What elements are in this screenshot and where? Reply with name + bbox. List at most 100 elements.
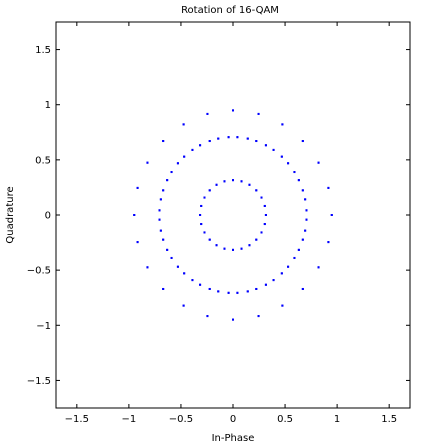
- scatter-point: [146, 266, 149, 269]
- scatter-point: [246, 290, 249, 293]
- x-axis-label: In-Phase: [212, 433, 255, 444]
- scatter-point: [280, 155, 283, 158]
- plot-frame: [55, 21, 411, 409]
- scatter-point: [136, 241, 139, 244]
- x-tick-label: 1: [334, 414, 340, 425]
- scatter-point: [166, 179, 169, 182]
- scatter-point: [305, 209, 308, 212]
- scatter-point: [200, 223, 203, 226]
- scatter-point: [263, 223, 266, 226]
- data-points: [133, 109, 333, 321]
- scatter-point: [159, 229, 162, 232]
- y-axis-label: Quadrature: [5, 186, 16, 243]
- scatter-point: [304, 198, 307, 201]
- scatter-point: [158, 209, 161, 212]
- scatter-point: [217, 290, 220, 293]
- scatter-point: [170, 256, 173, 259]
- scatter-point: [170, 171, 173, 174]
- x-tick-label: −0.5: [169, 414, 193, 425]
- y-tick-label: −0.5: [27, 266, 51, 277]
- scatter-point: [191, 148, 194, 151]
- scatter-point: [199, 214, 202, 216]
- y-tick-label: 0.5: [35, 155, 51, 166]
- scatter-point: [264, 214, 267, 216]
- scatter-point: [255, 287, 258, 290]
- x-tick-label: −1.5: [65, 414, 89, 425]
- scatter-point: [236, 291, 239, 294]
- scatter-point: [305, 218, 308, 221]
- scatter-point: [146, 161, 149, 164]
- scatter-point: [317, 161, 320, 164]
- scatter-point: [162, 189, 165, 192]
- scatter-point: [297, 179, 300, 182]
- scatter-point: [297, 248, 300, 251]
- scatter-point: [330, 214, 333, 216]
- scatter-point: [200, 204, 203, 207]
- scatter-point: [133, 214, 136, 216]
- scatter-point: [255, 238, 258, 241]
- scatter-point: [217, 137, 220, 140]
- scatter-point: [183, 155, 186, 158]
- scatter-point: [301, 189, 304, 192]
- scatter-point: [287, 162, 290, 165]
- scatter-point: [257, 112, 260, 115]
- scatter-point: [232, 179, 234, 182]
- scatter-point: [263, 204, 266, 207]
- scatter-point: [166, 248, 169, 251]
- scatter-point: [223, 247, 226, 250]
- scatter-point: [162, 140, 165, 143]
- scatter-point: [223, 180, 226, 183]
- x-tick-label: 0: [230, 414, 236, 425]
- scatter-point: [227, 136, 230, 139]
- scatter-point: [281, 123, 284, 126]
- scatter-point: [287, 265, 290, 268]
- scatter-point: [232, 318, 234, 321]
- scatter-point: [203, 231, 206, 234]
- scatter-point: [208, 238, 211, 241]
- scatter-point: [301, 140, 304, 143]
- scatter-point: [159, 198, 162, 201]
- scatter-point: [257, 315, 260, 318]
- y-tick-label: −1.5: [27, 376, 51, 387]
- scatter-point: [240, 180, 243, 183]
- scatter-point: [158, 218, 161, 221]
- scatter-point: [206, 315, 209, 318]
- scatter-point: [208, 189, 211, 192]
- scatter-point: [264, 144, 267, 147]
- scatter-point: [176, 162, 179, 165]
- scatter-point: [280, 272, 283, 275]
- scatter-point: [281, 304, 284, 307]
- scatter-point: [208, 287, 211, 290]
- scatter-point: [260, 196, 263, 199]
- scatter-point: [301, 238, 304, 241]
- scatter-point: [327, 241, 330, 244]
- scatter-point: [162, 238, 165, 241]
- scatter-point: [203, 196, 206, 199]
- scatter-point: [206, 112, 209, 115]
- scatter-point: [255, 189, 258, 192]
- y-tick-label: 0: [45, 211, 51, 222]
- scatter-point: [255, 140, 258, 143]
- y-axis-ticks: −1.5 −1 −0.5 0 0.5 1 1.5: [27, 45, 410, 387]
- scatter-point: [317, 266, 320, 269]
- chart-title: Rotation of 16-QAM: [181, 5, 279, 16]
- x-tick-label: −1: [122, 414, 137, 425]
- scatter-point: [182, 304, 185, 307]
- scatter-point: [232, 248, 234, 251]
- scatter-point: [260, 231, 263, 234]
- scatter-point: [199, 144, 202, 147]
- y-tick-label: 1.5: [35, 45, 51, 56]
- y-tick-label: −1: [36, 321, 51, 332]
- scatter-point: [215, 244, 218, 247]
- y-tick-label: 1: [45, 100, 51, 111]
- scatter-point: [191, 279, 194, 282]
- scatter-point: [264, 283, 267, 286]
- scatter-point: [208, 140, 211, 143]
- scatter-point: [272, 148, 275, 151]
- scatter-point: [136, 186, 139, 189]
- scatter-point: [272, 279, 275, 282]
- scatter-point: [240, 247, 243, 250]
- scatter-point: [301, 287, 304, 290]
- scatter-point: [246, 137, 249, 140]
